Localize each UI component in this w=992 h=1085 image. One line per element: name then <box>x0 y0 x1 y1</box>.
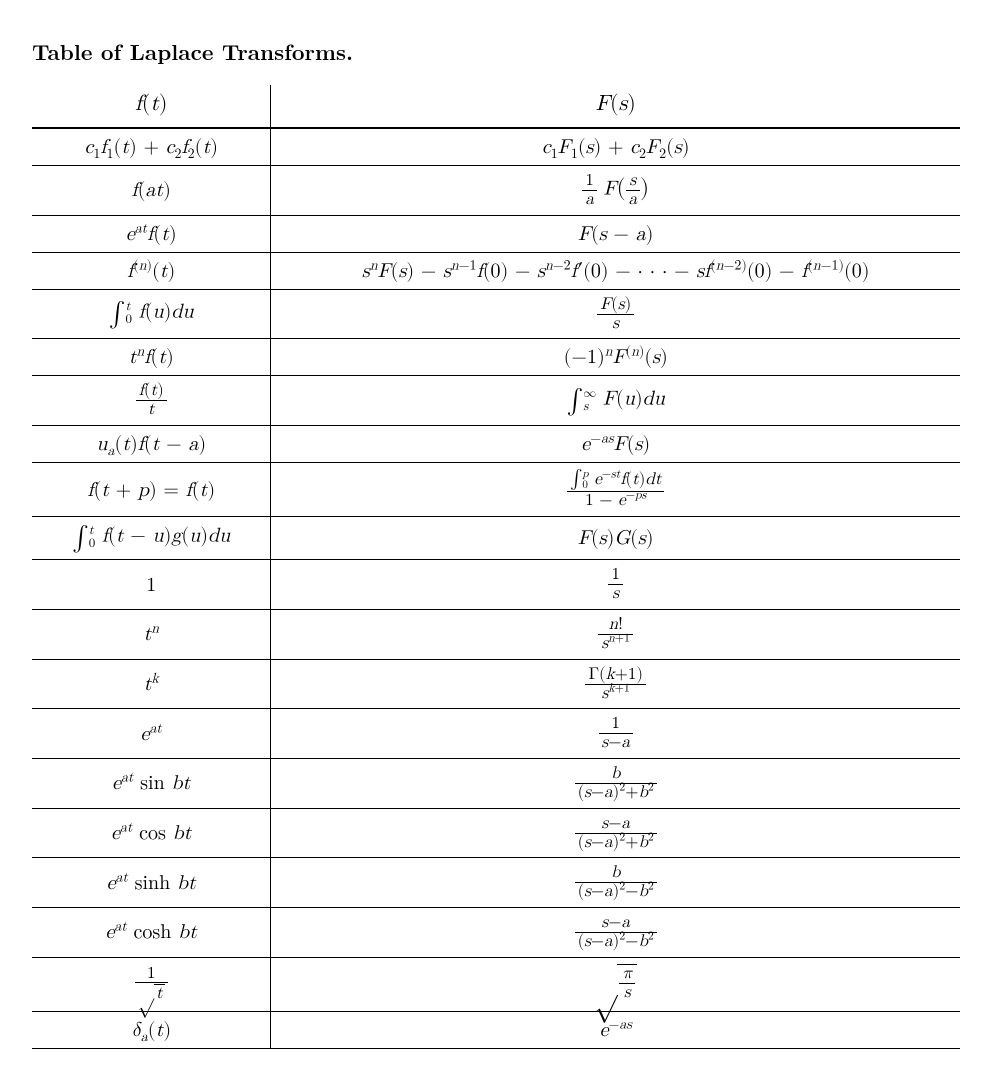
table-row: ∫t0 f(t − u)g(u)du F(s)G(s) <box>32 517 960 560</box>
cell-Fs: 1a F(sa) <box>271 166 960 216</box>
table-row: f(n)(t) snF(s) − sn−1f(0) − sn−2f′(0) − … <box>32 252 960 289</box>
cell-Fs: √πs <box>271 957 960 1011</box>
cell-Fs: snF(s) − sn−1f(0) − sn−2f′(0) − · · · − … <box>271 252 960 289</box>
table-row: eatf(t) F(s − a) <box>32 215 960 252</box>
cell-ft: 1√t <box>32 957 271 1011</box>
cell-ft: f(n)(t) <box>32 252 271 289</box>
table-row: ∫t0 f(u)du F(s)s <box>32 289 960 339</box>
cell-Fs: e−asF(s) <box>271 426 960 463</box>
cell-ft: tnf(t) <box>32 339 271 376</box>
cell-ft: ua(t)f(t − a) <box>32 426 271 463</box>
cell-Fs: e−as <box>271 1011 960 1048</box>
cell-Fs: ∫∞s F(u)du <box>271 376 960 426</box>
table-row: δa(t) e−as <box>32 1011 960 1048</box>
laplace-table: f(t) F(s) c1f1(t) + c2f2(t) c1F1(s) + c2… <box>32 85 960 1049</box>
table-header-row: f(t) F(s) <box>32 85 960 128</box>
table-row: f(t + p) = f(t) ∫p0 e−stf(t)dt 1 − e−ps <box>32 463 960 517</box>
cell-Fs: F(s)G(s) <box>271 517 960 560</box>
table-row: 1√t √πs <box>32 957 960 1011</box>
cell-Fs: Γ(k+1)sk+1 <box>271 659 960 709</box>
table-row: f(at) 1a F(sa) <box>32 166 960 216</box>
cell-ft: eatf(t) <box>32 215 271 252</box>
cell-ft: eat sinh bt <box>32 858 271 908</box>
cell-ft: eat sin bt <box>32 759 271 809</box>
cell-ft: tk <box>32 659 271 709</box>
table-row: c1f1(t) + c2f2(t) c1F1(s) + c2F2(s) <box>32 128 960 166</box>
cell-ft: eat cosh bt <box>32 908 271 958</box>
table-row: f(t)t ∫∞s F(u)du <box>32 376 960 426</box>
page-title: Table of Laplace Transforms. <box>32 36 960 67</box>
cell-Fs: n!sn+1 <box>271 609 960 659</box>
table-row: tk Γ(k+1)sk+1 <box>32 659 960 709</box>
cell-Fs: F(s)s <box>271 289 960 339</box>
cell-Fs: 1s−a <box>271 709 960 759</box>
cell-Fs: F(s − a) <box>271 215 960 252</box>
cell-Fs: (−1)nF(n)(s) <box>271 339 960 376</box>
table-row: tn n!sn+1 <box>32 609 960 659</box>
cell-Fs: b(s−a)2+b2 <box>271 759 960 809</box>
col-header-Fs: F(s) <box>271 85 960 128</box>
cell-Fs: ∫p0 e−stf(t)dt 1 − e−ps <box>271 463 960 517</box>
cell-ft: f(t)t <box>32 376 271 426</box>
table-row: eat 1s−a <box>32 709 960 759</box>
table-row: eat cos bt s−a(s−a)2+b2 <box>32 808 960 858</box>
cell-ft: ∫t0 f(t − u)g(u)du <box>32 517 271 560</box>
col-header-ft: f(t) <box>32 85 271 128</box>
cell-Fs: b(s−a)2−b2 <box>271 858 960 908</box>
cell-ft: ∫t0 f(u)du <box>32 289 271 339</box>
cell-Fs: 1s <box>271 560 960 610</box>
cell-ft: c1f1(t) + c2f2(t) <box>32 128 271 166</box>
table-row: eat sinh bt b(s−a)2−b2 <box>32 858 960 908</box>
cell-ft: tn <box>32 609 271 659</box>
cell-ft: eat <box>32 709 271 759</box>
table-row: tnf(t) (−1)nF(n)(s) <box>32 339 960 376</box>
cell-Fs: s−a(s−a)2−b2 <box>271 908 960 958</box>
table-row: eat sin bt b(s−a)2+b2 <box>32 759 960 809</box>
cell-Fs: c1F1(s) + c2F2(s) <box>271 128 960 166</box>
cell-ft: f(at) <box>32 166 271 216</box>
table-row: ua(t)f(t − a) e−asF(s) <box>32 426 960 463</box>
cell-Fs: s−a(s−a)2+b2 <box>271 808 960 858</box>
cell-ft: f(t + p) = f(t) <box>32 463 271 517</box>
cell-ft: eat cos bt <box>32 808 271 858</box>
cell-ft: 1 <box>32 560 271 610</box>
cell-ft: δa(t) <box>32 1011 271 1048</box>
table-row: 1 1s <box>32 560 960 610</box>
table-row: eat cosh bt s−a(s−a)2−b2 <box>32 908 960 958</box>
